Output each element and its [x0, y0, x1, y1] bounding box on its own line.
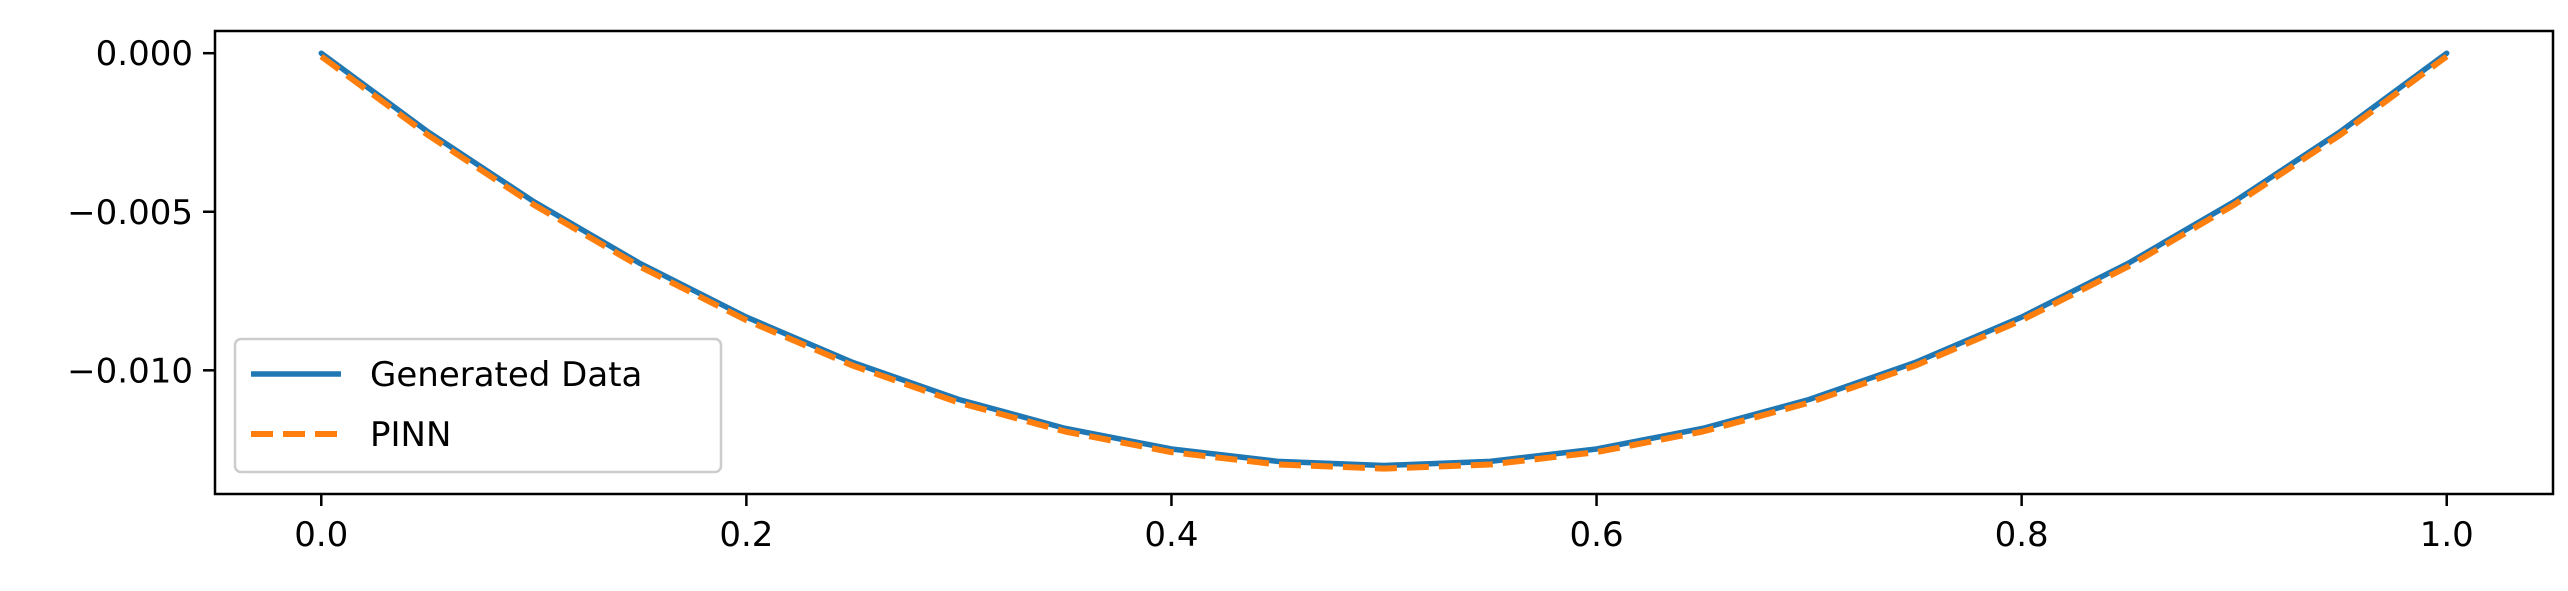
legend: Generated Data PINN	[233, 337, 723, 474]
legend-label: PINN	[370, 415, 451, 455]
legend-box	[233, 337, 723, 474]
x-tick-label: 0.6	[1570, 515, 1624, 555]
x-axis-ticks: 0.0 0.2 0.4 0.6 0.8 1.0	[294, 494, 2474, 555]
series-line-2	[319, 53, 2449, 472]
x-tick-label: 0.2	[719, 515, 773, 555]
axes-layer	[213, 29, 2555, 496]
y-axis-ticks: 0.000 −0.005 −0.010	[67, 34, 215, 391]
x-tick-label: 0.4	[1144, 515, 1198, 555]
x-tick-label: 0.0	[294, 515, 348, 555]
y-tick-label: −0.010	[67, 351, 193, 391]
y-tick-label: −0.005	[67, 193, 193, 233]
y-tick-label: 0.000	[96, 34, 193, 74]
x-tick-label: 0.8	[1995, 515, 2049, 555]
series-layer	[318, 50, 2450, 472]
legend-label: Generated Data	[370, 355, 642, 395]
plot-frame	[213, 29, 2555, 496]
x-tick-label: 1.0	[2420, 515, 2474, 555]
